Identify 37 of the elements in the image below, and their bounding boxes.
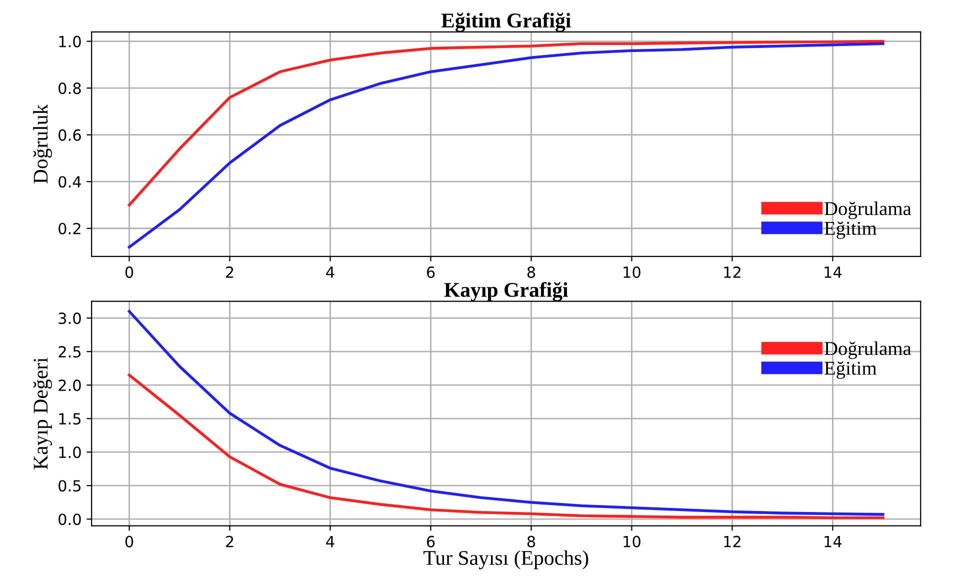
y-tick-label: 1.0 [59, 446, 81, 458]
chart-title: Eğitim Grafiği [441, 12, 571, 32]
y-tick-label: 0.0 [58, 514, 81, 526]
y-tick-label: 2.0 [58, 380, 81, 392]
x-tick-label: 4 [326, 536, 334, 548]
y-tick-label: 0.5 [58, 480, 81, 492]
y-tick-label: 0.6 [58, 129, 81, 141]
x-tick-label: 0 [125, 536, 134, 548]
x-tick-label: 14 [824, 536, 842, 548]
legend-label: Eğitim [824, 221, 877, 239]
x-tick-label: 12 [724, 536, 740, 548]
y-axis-title: Doğruluk [33, 104, 52, 184]
x-tick-label: 2 [226, 266, 234, 278]
x-tick-label: 10 [624, 266, 640, 278]
y-axis-title: Kayıp Değeri [33, 358, 52, 470]
x-tick-label: 14 [824, 266, 842, 278]
y-tick-label: 1.5 [59, 413, 81, 425]
x-tick-label: 6 [426, 536, 435, 548]
x-tick-label: 10 [624, 536, 640, 548]
legend-label: Eğitim [824, 361, 877, 379]
y-tick-label: 0.8 [58, 82, 81, 94]
legend-label: Doğrulama [824, 341, 912, 360]
y-tick-label: 1.0 [59, 36, 81, 48]
chart-title: Kayıp Grafiği [444, 282, 568, 302]
y-tick-label: 2.5 [58, 346, 81, 358]
x-tick-label: 12 [724, 266, 740, 278]
x-tick-label: 8 [527, 536, 536, 548]
x-tick-label: 6 [426, 266, 435, 278]
x-tick-label: 4 [326, 266, 334, 278]
y-tick-label: 0.2 [58, 222, 80, 234]
legend-label: Doğrulama [824, 201, 912, 220]
x-tick-label: 2 [226, 536, 234, 548]
x-tick-label: 8 [527, 266, 536, 278]
y-tick-label: 0.4 [58, 176, 81, 188]
x-axis-title: Tur Sayısı (Epochs) [424, 550, 588, 570]
x-tick-label: 0 [125, 266, 134, 278]
y-tick-label: 3.0 [58, 312, 81, 324]
